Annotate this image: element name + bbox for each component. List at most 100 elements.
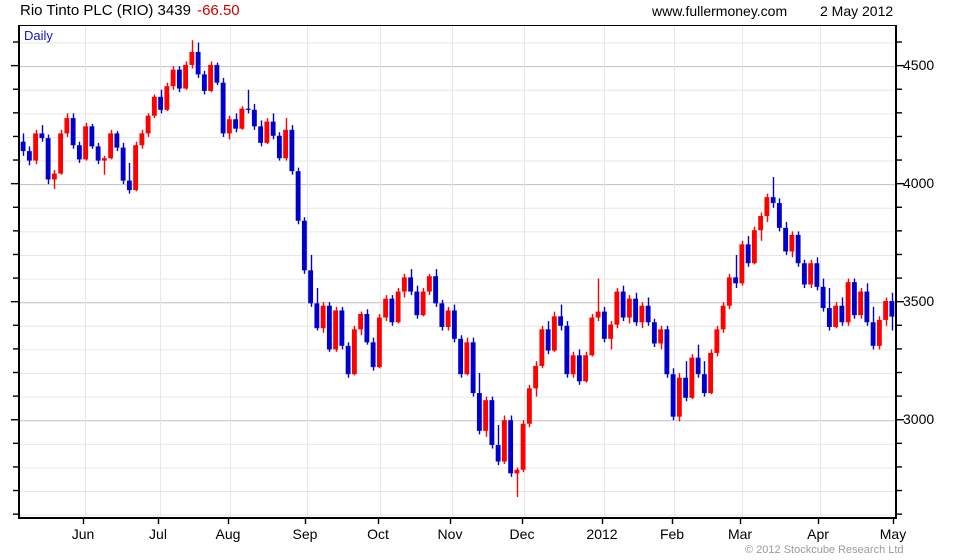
candle: [770, 177, 776, 208]
candle: [889, 292, 895, 331]
candle: [558, 304, 564, 331]
candle: [714, 325, 720, 357]
candle: [70, 113, 76, 149]
candle: [295, 167, 301, 225]
candle: [183, 61, 189, 90]
candle: [726, 273, 732, 310]
candle: [739, 240, 745, 286]
candle: [264, 118, 270, 145]
candle: [208, 61, 214, 93]
price-plot-area: Daily: [18, 25, 897, 519]
candle: [458, 335, 464, 378]
candle: [783, 221, 789, 255]
candle: [564, 321, 570, 378]
candle: [720, 302, 726, 333]
x-axis-tick-label: Jul: [149, 526, 167, 542]
candle: [526, 384, 532, 428]
candlestick-series: [20, 40, 895, 497]
candle: [239, 106, 245, 130]
candle: [226, 115, 232, 140]
candle: [333, 306, 339, 352]
candle: [45, 134, 51, 185]
candle: [414, 285, 420, 319]
candle: [858, 288, 864, 319]
candle: [683, 361, 689, 402]
candle: [370, 337, 376, 371]
candle: [614, 288, 620, 329]
candle: [251, 103, 257, 130]
candle: [426, 273, 432, 296]
candle: [658, 325, 664, 350]
candle: [345, 342, 351, 378]
candle: [533, 361, 539, 397]
x-axis-tick-label: Oct: [367, 526, 389, 542]
candle: [233, 113, 239, 133]
candle: [145, 113, 151, 137]
candle: [551, 311, 557, 352]
last-price: 3439: [157, 2, 191, 19]
candle: [589, 313, 595, 357]
candle: [195, 42, 201, 78]
candle: [751, 226, 757, 265]
candle: [670, 368, 676, 421]
candle: [864, 283, 870, 326]
candle: [833, 302, 839, 329]
candle: [133, 141, 139, 192]
x-axis-tick-label: Feb: [659, 526, 685, 542]
candle: [101, 155, 107, 175]
x-axis-tick-label: Sep: [292, 526, 318, 542]
candle: [320, 302, 326, 333]
candle: [39, 125, 45, 142]
candle: [451, 304, 457, 343]
candle: [283, 118, 289, 161]
y-axis-tick-label: 3500: [903, 293, 935, 310]
x-axis-tick-label: Dec: [509, 526, 535, 542]
candle: [826, 288, 832, 331]
candle: [620, 285, 626, 322]
copyright-notice: © 2012 Stockcube Research Ltd: [745, 544, 904, 556]
candle: [801, 259, 807, 289]
candle: [570, 351, 576, 378]
x-axis-tick-label: Apr: [807, 526, 829, 542]
candle: [258, 120, 264, 147]
candle: [89, 123, 95, 149]
candle: [339, 306, 345, 350]
as-of-date: 2 May 2012: [820, 3, 894, 19]
candle: [245, 89, 251, 114]
candle: [120, 142, 126, 185]
candle: [420, 288, 426, 317]
candle: [26, 146, 32, 166]
candle: [445, 306, 451, 331]
candle: [76, 141, 82, 163]
y-axis-tick-label: 3000: [903, 411, 935, 428]
candle: [883, 297, 889, 326]
candle: [20, 133, 26, 156]
candle: [151, 94, 157, 119]
candle: [301, 217, 307, 274]
candle: [470, 337, 476, 397]
candle: [83, 122, 89, 161]
candle: [851, 278, 857, 319]
candle: [820, 278, 826, 312]
candle: [214, 62, 220, 86]
x-axis-tick-label: May: [879, 526, 907, 542]
candle: [539, 325, 545, 369]
candle: [126, 162, 132, 194]
instrument-name: Rio Tinto PLC (RIO): [20, 2, 154, 19]
candle: [689, 354, 695, 399]
candle: [389, 295, 395, 326]
candle: [351, 325, 357, 376]
candle: [676, 373, 682, 422]
candle: [601, 306, 607, 343]
candle: [876, 316, 882, 350]
candle: [845, 278, 851, 326]
candle: [608, 321, 614, 350]
candle: [51, 169, 57, 189]
candle: [358, 311, 364, 336]
instrument-title: Rio Tinto PLC (RIO) 3439 -66.50: [20, 2, 240, 19]
candle: [58, 129, 64, 175]
candle: [626, 295, 632, 324]
candle: [376, 313, 382, 369]
candle: [408, 269, 414, 296]
candle: [114, 131, 120, 152]
